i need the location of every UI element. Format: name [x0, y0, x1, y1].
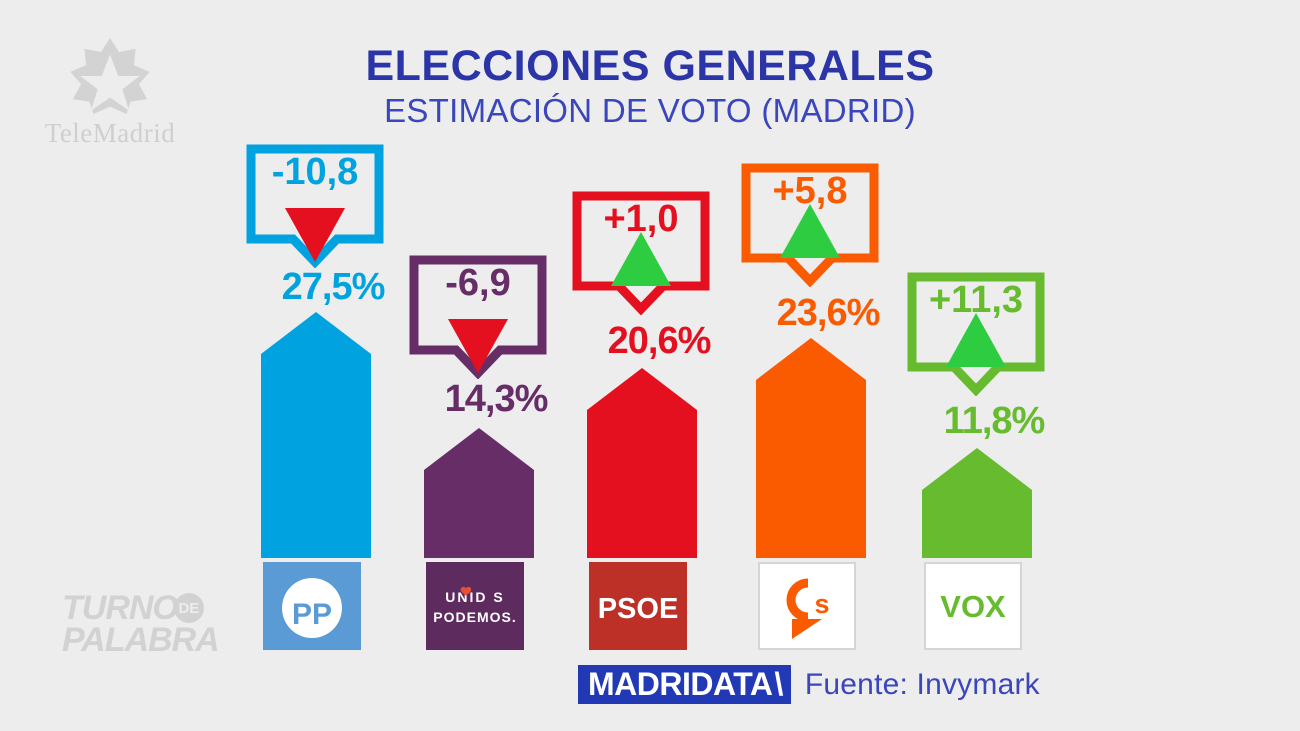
star-icon	[70, 38, 150, 114]
telemadrid-wordmark: TeleMadrid	[44, 118, 176, 148]
sub-title: ESTIMACIÓN DE VOTO (MADRID)	[384, 92, 916, 130]
value-label-pp: 27,5%	[281, 266, 386, 308]
down-triangle-podemos	[448, 319, 508, 373]
up-triangle-vox	[946, 313, 1006, 367]
delta-label-psoe: +1,0	[603, 198, 679, 240]
delta-callout-podemos: -6,9	[408, 254, 584, 379]
bar-podemos	[424, 428, 534, 558]
svg-text:UNID S: UNID S	[445, 589, 504, 605]
source-label: Fuente: Invymark	[804, 667, 1040, 701]
svg-text:PODEMOS.: PODEMOS.	[433, 609, 516, 625]
delta-label-vox: +11,3	[928, 279, 1024, 321]
madridata-slash: \	[774, 666, 784, 702]
svg-text:VOX: VOX	[940, 589, 1006, 624]
delta-callout-cs: +5,8	[740, 162, 916, 287]
telemadrid-logo: TeleMadrid	[30, 38, 190, 149]
party-logo-pp: PP	[263, 562, 361, 650]
up-triangle-cs	[780, 204, 840, 258]
value-label-vox: 11,8%	[943, 400, 1046, 442]
delta-callout-psoe: +1,0	[571, 190, 747, 315]
value-label-psoe: 20,6%	[607, 320, 712, 362]
watermark-line1: TURNO	[62, 589, 179, 627]
delta-label-pp: -10,8	[271, 151, 359, 193]
svg-text:PSOE: PSOE	[598, 593, 679, 625]
turno-de-palabra-watermark: TURNO DE PALABRA	[62, 589, 252, 660]
party-logo-psoe: PSOE	[589, 562, 687, 650]
main-title: ELECCIONES GENERALES	[365, 42, 935, 90]
svg-text:PP: PP	[292, 598, 332, 631]
bar-psoe	[587, 368, 697, 558]
delta-callout-pp: -10,8	[245, 143, 421, 268]
party-logo-cs: s	[758, 562, 856, 650]
party-logo-podemos: UNID S PODEMOS.	[426, 562, 524, 650]
bar-vox	[922, 448, 1032, 558]
delta-label-podemos: -6,9	[445, 262, 511, 304]
footer: MADRIDATA \ Fuente: Invymark	[578, 665, 1040, 704]
svg-text:s: s	[814, 589, 829, 619]
delta-label-cs: +5,8	[772, 170, 848, 212]
value-label-podemos: 14,3%	[444, 378, 549, 420]
watermark-badge: DE	[173, 593, 204, 624]
bar-pp	[261, 312, 371, 558]
party-logo-vox: VOX	[924, 562, 1022, 650]
value-label-cs: 23,6%	[776, 292, 881, 334]
madridata-badge: MADRIDATA \	[578, 665, 791, 704]
delta-callout-vox: +11,3	[906, 271, 1082, 396]
madridata-label: MADRIDATA	[588, 666, 773, 702]
page-title: ELECCIONES GENERALES ESTIMACIÓN DE VOTO …	[0, 42, 1300, 130]
watermark-line2: PALABRA	[62, 621, 220, 660]
bar-cs	[756, 338, 866, 558]
up-triangle-psoe	[611, 232, 671, 286]
down-triangle-pp	[285, 208, 345, 262]
